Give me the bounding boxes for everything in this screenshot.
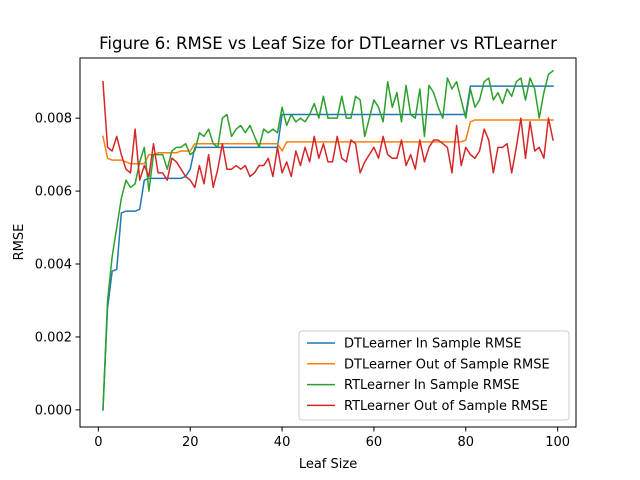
legend-frame xyxy=(298,330,570,421)
legend-label: RTLearner In Sample RMSE xyxy=(344,378,520,393)
x-tick-label: 40 xyxy=(274,435,291,450)
series-line-3 xyxy=(102,69,555,411)
legend-label: RTLearner Out of Sample RMSE xyxy=(344,399,548,414)
series-line-2 xyxy=(102,119,554,165)
legend-label: DTLearner Out of Sample RMSE xyxy=(344,357,550,372)
legend: DTLearner In Sample RMSE DTLearner Out of… xyxy=(298,330,570,421)
chart-title: Figure 6: RMSE vs Leaf Size for DTLearne… xyxy=(99,34,557,53)
x-tick-label: 80 xyxy=(458,435,475,450)
x-tick-label: 20 xyxy=(182,435,199,450)
x-axis-title: Leaf Size xyxy=(299,457,357,472)
y-axis-title: RMSE xyxy=(12,224,27,261)
x-tick-label: 0 xyxy=(94,435,102,450)
y-tick-label: 0.004 xyxy=(35,258,72,273)
x-tick-label: 100 xyxy=(545,435,570,450)
plot-frame xyxy=(79,57,577,428)
x-axis: 0 20 40 60 80 100 xyxy=(94,427,570,450)
series-layer xyxy=(102,69,555,411)
legend-label: DTLearner In Sample RMSE xyxy=(344,337,522,352)
y-tick-label: 0.006 xyxy=(35,185,72,200)
x-tick-label: 60 xyxy=(366,435,383,450)
y-axis: 0.000 0.002 0.004 0.006 0.008 xyxy=(35,112,80,418)
y-tick-label: 0.000 xyxy=(35,403,72,418)
y-tick-label: 0.008 xyxy=(35,112,72,127)
y-tick-label: 0.002 xyxy=(35,330,72,345)
series-line-4 xyxy=(102,80,554,189)
